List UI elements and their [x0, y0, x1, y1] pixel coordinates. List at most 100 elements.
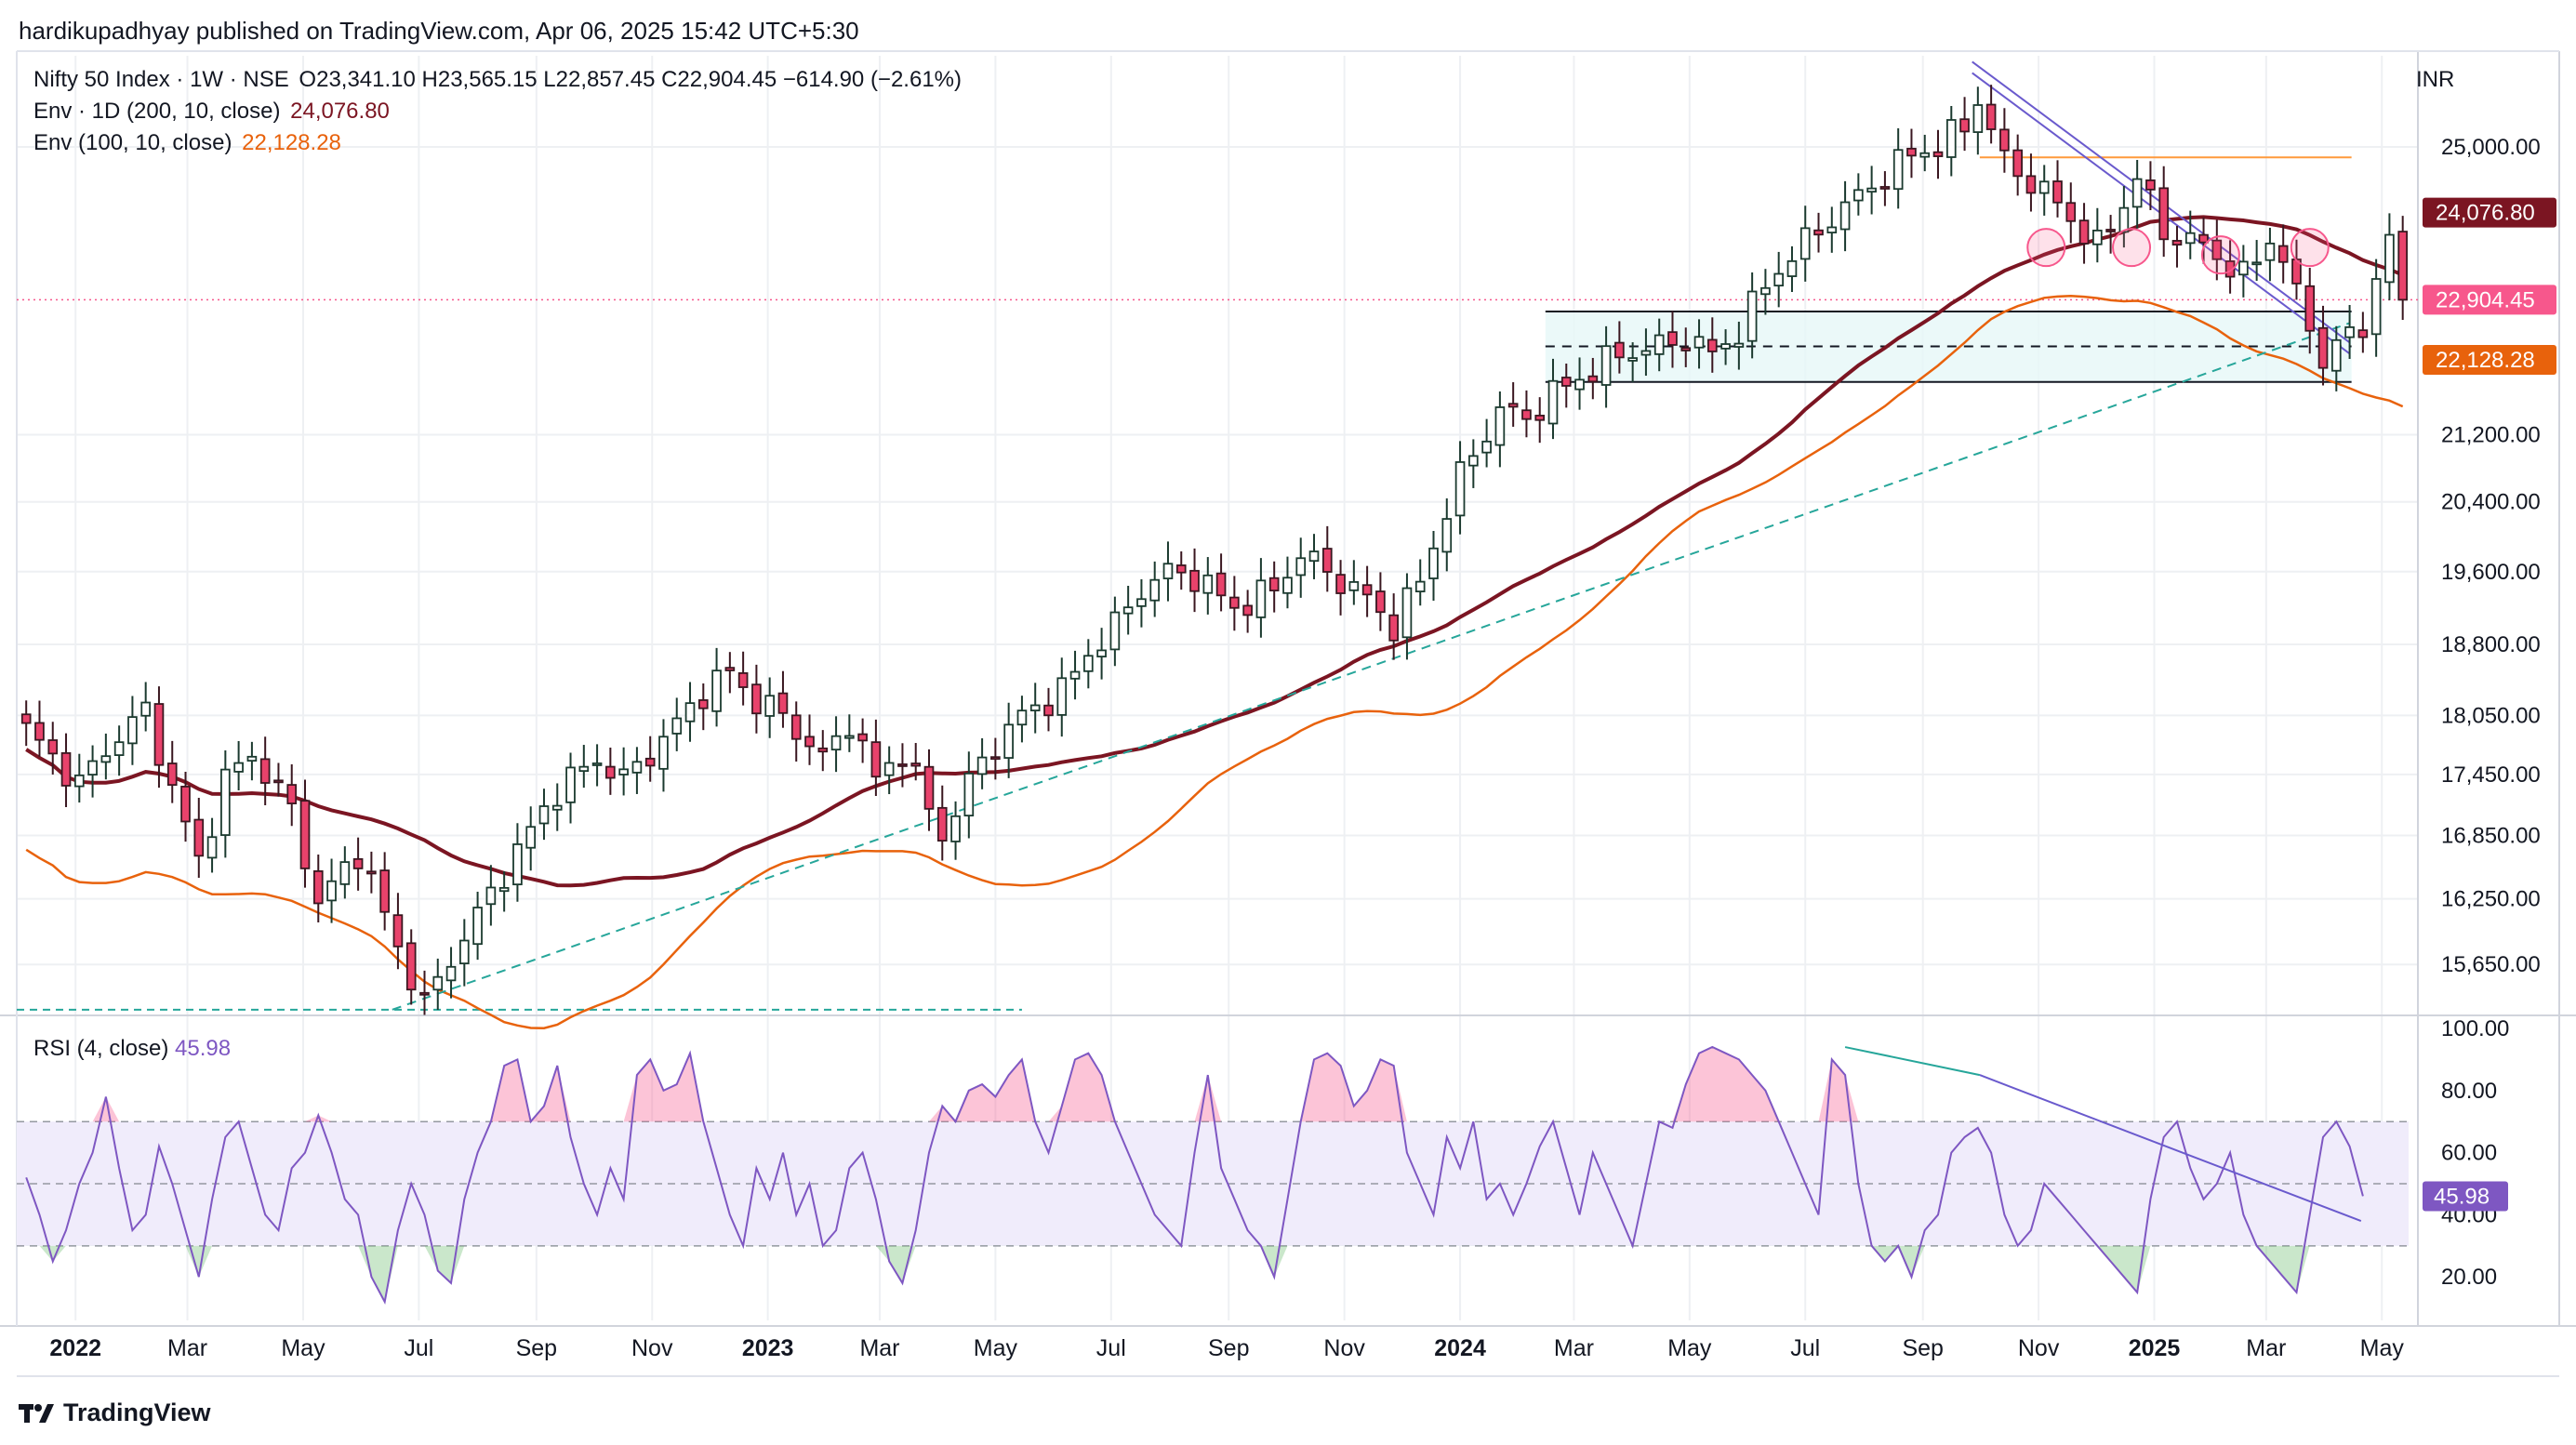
candle-body — [605, 765, 616, 779]
candle-body — [804, 736, 815, 748]
candle-body — [366, 870, 377, 875]
symbol-header: Nifty 50 Index · 1W · NSE O23,341.10 H23… — [33, 67, 965, 93]
candle-body — [2330, 338, 2342, 372]
candle-body — [1375, 590, 1386, 614]
candle-body — [990, 756, 1001, 761]
candle-body — [1136, 598, 1147, 607]
time-tick-label: Mar — [1554, 1335, 1594, 1361]
candle-body — [419, 991, 430, 996]
price-tick-label: 17,450.00 — [2441, 762, 2541, 788]
candle-body — [1706, 338, 1718, 352]
env200-line — [25, 215, 2404, 888]
pattern-circle-marker — [2112, 228, 2152, 268]
candle-body — [1574, 378, 1585, 391]
price-axis-badge-text: 22,128.28 — [2436, 348, 2535, 373]
price-axis-badge-text: 24,076.80 — [2436, 201, 2535, 226]
candle-body — [1667, 331, 1678, 346]
candle-body — [1215, 572, 1227, 597]
candle-body — [1043, 704, 1054, 717]
candle-body — [472, 907, 483, 946]
candle-body — [1321, 548, 1333, 573]
candle-body — [2384, 233, 2395, 284]
candle-body — [1892, 149, 1904, 191]
time-tick-label: Nov — [631, 1335, 673, 1361]
candle-body — [2251, 261, 2262, 266]
candle-body — [299, 800, 311, 869]
pattern-circle-marker — [2026, 228, 2066, 268]
candle-body — [697, 699, 709, 709]
env100-line — [25, 294, 2404, 1029]
candle-body — [1454, 461, 1466, 517]
rsi-downtrend-line — [1979, 1074, 2362, 1223]
candle-body — [1826, 226, 1838, 233]
candle-body — [857, 733, 868, 742]
candle-body — [2198, 233, 2209, 244]
candle-body — [1295, 557, 1307, 577]
candle-body — [817, 747, 829, 753]
price-axis-badge — [2423, 345, 2556, 376]
candle-body — [140, 701, 152, 717]
rsi-label[interactable]: RSI (4, close) — [33, 1036, 169, 1061]
candle-body — [684, 702, 696, 722]
candle-body — [1361, 584, 1373, 596]
candle-body — [2264, 242, 2276, 261]
time-tick-label: Sep — [1208, 1335, 1249, 1361]
rsi-oversold-fill — [26, 1245, 2363, 1302]
env100-label[interactable]: Env (100, 10, close) — [33, 130, 232, 155]
candle-body — [1653, 334, 1665, 355]
candle-body — [180, 786, 191, 823]
candle-body — [1507, 403, 1519, 408]
candle-body — [1189, 569, 1200, 592]
candle-body — [1786, 259, 1798, 277]
symbol-label[interactable]: Nifty 50 Index · 1W · NSE — [33, 67, 289, 92]
candle-body — [1229, 596, 1240, 609]
time-tick-label: 2022 — [49, 1335, 101, 1361]
env100-value: 22,128.28 — [242, 130, 341, 155]
candle-body — [1242, 604, 1253, 616]
candle-body — [777, 692, 789, 714]
candle-body — [883, 762, 895, 776]
pattern-circle-marker — [2290, 228, 2330, 268]
candle-body — [830, 735, 842, 751]
candle-body — [1388, 614, 1399, 642]
candle-body — [2344, 326, 2355, 338]
candle-body — [976, 756, 988, 776]
rsi-tick-label: 80.00 — [2441, 1079, 2497, 1104]
uptrend-line — [392, 322, 2350, 1011]
candle-body — [870, 741, 882, 778]
time-tick-label: Nov — [1323, 1335, 1365, 1361]
candle-body — [897, 763, 908, 767]
tradingview-logo[interactable]: TradingView — [19, 1399, 211, 1427]
candle-body — [498, 886, 510, 893]
candle-body — [87, 760, 98, 776]
time-tick-label: 2024 — [1434, 1335, 1486, 1361]
candle-body — [1560, 377, 1572, 387]
candle-body — [1096, 649, 1107, 658]
env200-label[interactable]: Env · 1D (200, 10, close) — [33, 99, 281, 124]
candle-body — [1959, 118, 1970, 133]
candle-body — [1853, 189, 1864, 202]
rsi-header: RSI (4, close) 45.98 — [33, 1036, 231, 1062]
candle-body — [326, 880, 337, 902]
currency-label[interactable]: INR — [2416, 67, 2455, 92]
candle-body — [538, 805, 550, 825]
candle-body — [1202, 574, 1214, 594]
time-tick-label: Jul — [1790, 1335, 1820, 1361]
candle-body — [352, 857, 364, 869]
candle-body — [631, 761, 643, 774]
candle-body — [1082, 655, 1094, 672]
candle-body — [405, 942, 417, 991]
candle-body — [286, 784, 298, 804]
candle-body — [2038, 180, 2050, 194]
candle-body — [950, 815, 961, 842]
candle-body — [73, 774, 85, 788]
candle-body — [2370, 278, 2382, 336]
price-tick-label: 18,050.00 — [2441, 703, 2541, 728]
price-tick-label: 25,000.00 — [2441, 135, 2541, 160]
candle-body — [790, 714, 802, 740]
candle-body — [1760, 286, 1771, 296]
candle-body — [2025, 175, 2037, 194]
candle-body — [1016, 709, 1028, 726]
candle-body — [1175, 564, 1187, 574]
